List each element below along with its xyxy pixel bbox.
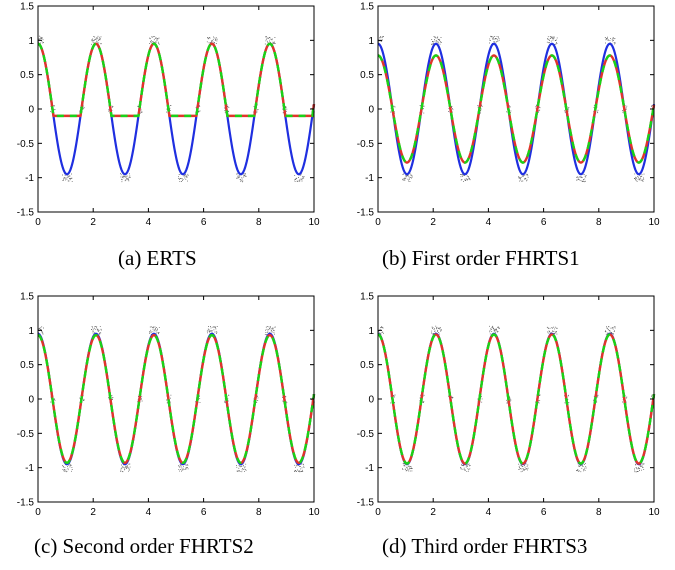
chart-d-x-tick-label: 4 (486, 507, 492, 518)
chart-d-estimate-red-line (377, 333, 656, 465)
chart-a-estimate-green-line (37, 42, 316, 118)
chart-b-plot (377, 35, 656, 183)
chart-d-y-tick-label: -0.5 (357, 429, 375, 440)
chart-b-x-tick-label: 2 (430, 217, 436, 228)
chart-a-y-tick-label: 0 (28, 105, 34, 116)
caption-b: (b) First order FHRTS1 (382, 246, 580, 270)
chart-a-x-tick-label: 8 (256, 217, 262, 228)
chart-b-y-tick-label: -0.5 (357, 139, 375, 150)
chart-d-y-tick-label: -1 (365, 463, 374, 474)
chart-b-x-tick-label: 8 (596, 217, 602, 228)
chart-a-y-tick-label: -1.5 (17, 208, 35, 219)
chart-d-x-tick-label: 10 (648, 507, 660, 518)
chart-c-x-tick-label: 4 (146, 507, 152, 518)
chart-b-axes-box (377, 5, 655, 213)
chart-b-y-tick-label: -1 (365, 173, 374, 184)
chart-panel-c: 0 2 4 6 8 10 1.5 1 0.5 0 -0.5 -1 -1.5 (c) Second ord… (0, 290, 330, 570)
chart-c-y-tick-label: 0 (28, 395, 34, 406)
chart-c-plot (37, 325, 316, 473)
chart-c-y-tick-label: 1 (28, 326, 34, 337)
chart-c-x-tick-label: 10 (308, 507, 320, 518)
chart-c-x-tick-label: 2 (90, 507, 96, 518)
chart-a-x-tick-label: 6 (201, 217, 207, 228)
chart-panel-a: 0 2 4 6 8 10 1.5 1 0.5 0 -0.5 -1 -1.5 (a) ERTS (0, 0, 330, 280)
chart-c-estimate-green-line (37, 333, 316, 465)
chart-a-y-tick-label: 1.5 (20, 2, 34, 13)
chart-a-svg: 0 2 4 6 8 10 1.5 1 0.5 0 -0.5 -1 -1.5 (17, 2, 320, 229)
chart-a-y-tick-label: 1 (28, 36, 34, 47)
chart-b-x-tick-label: 4 (486, 217, 492, 228)
chart-c-y-tick-label: -1.5 (17, 498, 35, 509)
chart-d-svg: 0 2 4 6 8 10 1.5 1 0.5 0 -0.5 -1 -1.5 (357, 292, 660, 519)
chart-a-x-tick-label: 10 (308, 217, 320, 228)
chart-panel-b: 0 2 4 6 8 10 1.5 1 0.5 0 -0.5 -1 -1.5 (b) First orde… (340, 0, 670, 280)
chart-b-estimate-green-line (377, 54, 656, 164)
chart-d-x-tick-label: 2 (430, 507, 436, 518)
chart-d-axes-box (377, 295, 655, 503)
chart-b-svg: 0 2 4 6 8 10 1.5 1 0.5 0 -0.5 -1 -1.5 (357, 2, 660, 229)
chart-a-plot (37, 35, 316, 183)
chart-a-estimate-red-line (37, 42, 316, 118)
chart-d-y-tick-label: 1.5 (360, 292, 374, 303)
chart-a-x-tick-label: 2 (90, 217, 96, 228)
chart-c-svg: 0 2 4 6 8 10 1.5 1 0.5 0 -0.5 -1 -1.5 (17, 292, 320, 519)
chart-a-true-signal-line (37, 42, 316, 176)
chart-a-y-tick-label: -1 (25, 173, 34, 184)
chart-b-y-tick-label: -1.5 (357, 208, 375, 219)
chart-a-axes-box (37, 5, 315, 213)
caption-d: (d) Third order FHRTS3 (382, 534, 588, 558)
chart-d-y-tick-label: 0 (368, 395, 374, 406)
chart-c-y-tick-label: -1 (25, 463, 34, 474)
chart-c-y-tick-label: 1.5 (20, 292, 34, 303)
chart-c-x-tick-label: 6 (201, 507, 207, 518)
chart-d-x-tick-label: 6 (541, 507, 547, 518)
chart-a-x-tick-label: 4 (146, 217, 152, 228)
chart-c-x-tick-label: 0 (35, 507, 41, 518)
chart-b-y-tick-label: 1.5 (360, 2, 374, 13)
chart-c-y-tick-label: 0.5 (20, 360, 34, 371)
chart-b-y-tick-label: 0.5 (360, 70, 374, 81)
caption-c: (c) Second order FHRTS2 (34, 534, 254, 558)
chart-b-x-tick-label: 0 (375, 217, 381, 228)
chart-panel-d: 0 2 4 6 8 10 1.5 1 0.5 0 -0.5 -1 -1.5 (d) Third orde… (340, 290, 670, 570)
chart-d-x-tick-label: 0 (375, 507, 381, 518)
chart-b-y-tick-label: 1 (368, 36, 374, 47)
chart-d-estimate-green-line (377, 333, 656, 465)
chart-b-y-tick-label: 0 (368, 105, 374, 116)
chart-d-y-tick-label: 1 (368, 326, 374, 337)
chart-b-true-signal-line (377, 42, 656, 176)
caption-a: (a) ERTS (118, 246, 197, 270)
chart-d-y-tick-label: -1.5 (357, 498, 375, 509)
chart-a-x-tick-label: 0 (35, 217, 41, 228)
chart-c-y-tick-label: -0.5 (17, 429, 35, 440)
chart-b-x-tick-label: 6 (541, 217, 547, 228)
chart-d-x-tick-label: 8 (596, 507, 602, 518)
chart-b-x-tick-label: 10 (648, 217, 660, 228)
chart-a-y-tick-label: 0.5 (20, 70, 34, 81)
chart-c-axes-box (37, 295, 315, 503)
chart-d-y-tick-label: 0.5 (360, 360, 374, 371)
chart-a-y-tick-label: -0.5 (17, 139, 35, 150)
chart-d-plot (377, 325, 656, 473)
chart-c-x-tick-label: 8 (256, 507, 262, 518)
